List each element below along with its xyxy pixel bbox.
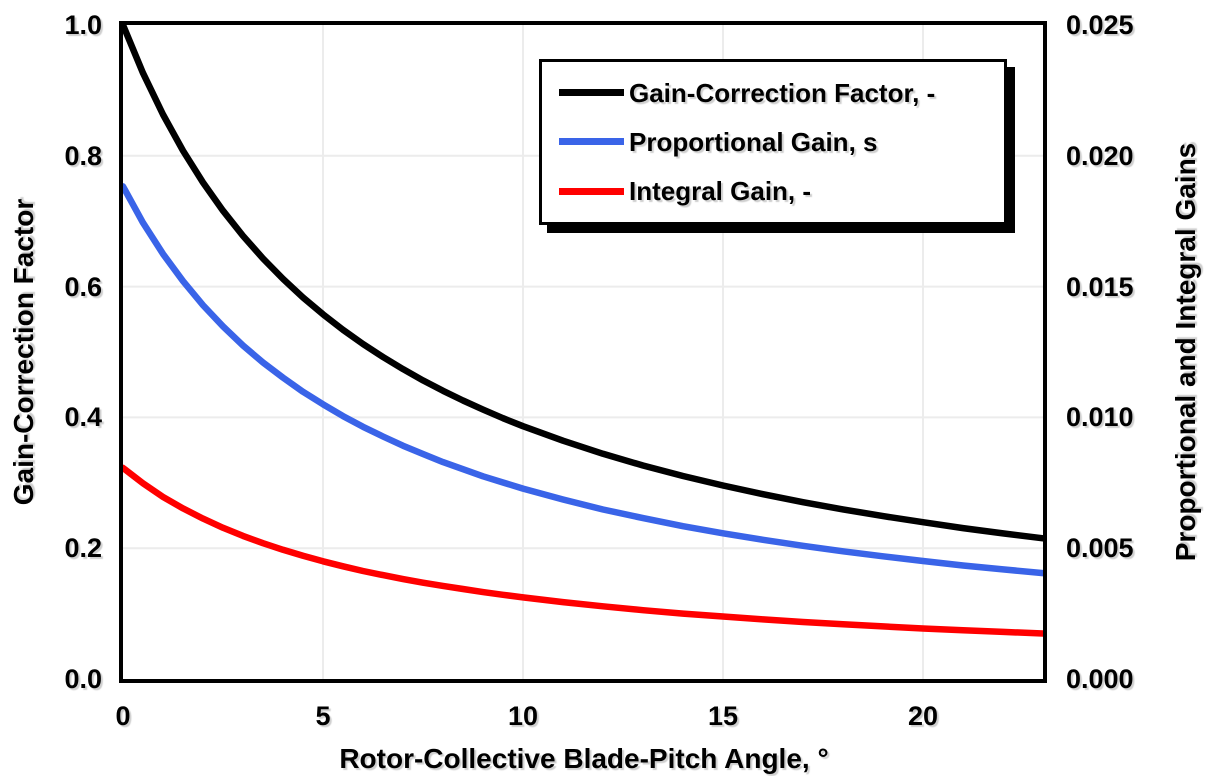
legend-line-swatch xyxy=(559,89,624,97)
legend-line-swatch xyxy=(559,187,624,195)
left-axis-title: Gain-Correction Factor xyxy=(8,198,39,506)
right-tick-0.010: 0.010 xyxy=(1066,402,1134,433)
plot-area xyxy=(119,21,1047,683)
legend-item: Gain-Correction Factor, - xyxy=(559,78,1000,108)
left-tick-0.6: 0.6 xyxy=(64,271,102,302)
left-tick-0.0: 0.0 xyxy=(64,664,102,694)
left-tick-0.8: 0.8 xyxy=(64,140,102,171)
x-tick-5: 5 xyxy=(315,701,331,731)
right-tick-0.005: 0.005 xyxy=(1066,533,1134,564)
right-axis-title: Proportional and Integral Gains xyxy=(1170,142,1201,562)
x-tick-10: 10 xyxy=(507,701,539,731)
left-tick-1.0: 1.0 xyxy=(64,10,102,40)
legend-line-swatch xyxy=(559,138,624,146)
curve-integral-gain xyxy=(119,464,1047,637)
plot-border xyxy=(119,21,1047,683)
legend-item: Integral Gain, - xyxy=(559,176,1000,206)
x-axis-title: Rotor-Collective Blade-Pitch Angle, ° xyxy=(339,743,829,774)
legend: Gain-Correction Factor, - Proportional Ga… xyxy=(539,59,1007,225)
legend-item-label: Proportional Gain, s xyxy=(629,126,878,157)
curve-gain-correction-factor xyxy=(119,21,1047,542)
x-tick-15: 15 xyxy=(707,701,739,731)
x-tick-20: 20 xyxy=(907,701,939,731)
data-curves xyxy=(119,21,1047,637)
right-tick-0.015: 0.015 xyxy=(1066,271,1134,302)
right-tick-0.020: 0.020 xyxy=(1066,140,1134,171)
legend-item-label: Gain-Correction Factor, - xyxy=(629,77,936,108)
right-tick-0.025: 0.025 xyxy=(1066,10,1134,40)
curve-proportional-gain-s xyxy=(119,183,1047,577)
gain-scheduling-chart: 1.0 0.8 0.6 0.4 0.2 0.0 0.025 0.020 0.015 0.010 0… xyxy=(8,10,1201,774)
x-tick-0: 0 xyxy=(115,701,131,731)
legend-item-label: Integral Gain, - xyxy=(629,176,812,207)
legend-item: Proportional Gain, s xyxy=(559,127,1000,157)
right-tick-0.000: 0.000 xyxy=(1066,664,1134,694)
left-tick-0.4: 0.4 xyxy=(64,402,102,433)
left-tick-0.2: 0.2 xyxy=(64,533,102,564)
